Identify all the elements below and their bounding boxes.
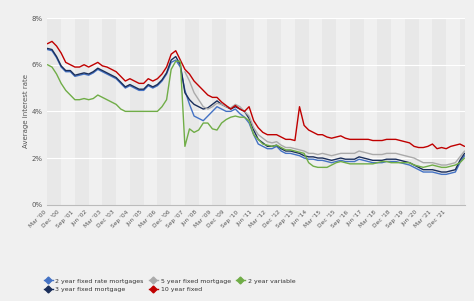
2 year fixed rate mortgages xyxy=(45,48,50,51)
2 year variable xyxy=(379,160,385,163)
2 year variable xyxy=(173,59,179,63)
10 year fixed xyxy=(398,139,403,142)
3 year fixed mortgage xyxy=(374,159,380,162)
Bar xyxy=(47,18,61,205)
2 year variable xyxy=(402,161,408,164)
2 year variable xyxy=(45,63,50,67)
Bar xyxy=(405,18,419,205)
Bar xyxy=(212,18,226,205)
2 year variable xyxy=(297,150,302,154)
3 year fixed mortgage xyxy=(379,159,385,162)
3 year fixed mortgage xyxy=(292,150,298,154)
Bar xyxy=(322,18,336,205)
5 year fixed mortgage xyxy=(462,149,467,153)
5 year fixed mortgage xyxy=(352,151,357,155)
Bar xyxy=(350,18,364,205)
Legend: 2 year fixed rate mortgages, 3 year fixed mortgage, 5 year fixed mortgage, 10 ye: 2 year fixed rate mortgages, 3 year fixe… xyxy=(41,276,298,295)
2 year fixed rate mortgages xyxy=(370,161,376,164)
10 year fixed xyxy=(49,39,55,43)
2 year fixed rate mortgages xyxy=(292,153,298,156)
2 year fixed rate mortgages xyxy=(462,154,467,157)
Line: 2 year fixed rate mortgages: 2 year fixed rate mortgages xyxy=(47,50,465,174)
5 year fixed mortgage xyxy=(393,151,399,155)
Bar xyxy=(157,18,171,205)
2 year fixed rate mortgages xyxy=(374,161,380,164)
Bar xyxy=(185,18,199,205)
Bar xyxy=(130,18,144,205)
2 year variable xyxy=(388,161,394,164)
Bar xyxy=(267,18,281,205)
5 year fixed mortgage xyxy=(292,147,298,150)
3 year fixed mortgage xyxy=(439,170,445,174)
Bar xyxy=(75,18,89,205)
10 year fixed xyxy=(374,139,380,142)
5 year fixed mortgage xyxy=(379,153,385,156)
Bar xyxy=(240,18,254,205)
5 year fixed mortgage xyxy=(374,153,380,156)
3 year fixed mortgage xyxy=(462,151,467,155)
3 year fixed mortgage xyxy=(352,157,357,161)
2 year fixed rate mortgages xyxy=(439,172,445,176)
10 year fixed xyxy=(462,144,467,148)
3 year fixed mortgage xyxy=(393,157,399,161)
Line: 10 year fixed: 10 year fixed xyxy=(47,41,465,149)
Bar xyxy=(377,18,391,205)
Line: 2 year variable: 2 year variable xyxy=(47,61,465,167)
2 year fixed rate mortgages xyxy=(379,161,385,164)
Line: 3 year fixed mortgage: 3 year fixed mortgage xyxy=(47,48,465,172)
10 year fixed xyxy=(379,139,385,142)
5 year fixed mortgage xyxy=(370,153,376,156)
2 year variable xyxy=(315,166,321,169)
10 year fixed xyxy=(384,138,390,141)
Line: 5 year fixed mortgage: 5 year fixed mortgage xyxy=(185,72,465,165)
3 year fixed mortgage xyxy=(45,47,50,50)
2 year variable xyxy=(462,156,467,160)
2 year variable xyxy=(361,162,366,166)
10 year fixed xyxy=(297,105,302,108)
Bar xyxy=(102,18,116,205)
Bar xyxy=(432,18,446,205)
Y-axis label: Average interest rate: Average interest rate xyxy=(23,74,28,148)
10 year fixed xyxy=(356,138,362,141)
2 year fixed rate mortgages xyxy=(352,160,357,163)
10 year fixed xyxy=(45,42,50,45)
2 year fixed rate mortgages xyxy=(393,160,399,163)
Bar xyxy=(460,18,465,205)
2 year variable xyxy=(384,160,390,163)
3 year fixed mortgage xyxy=(370,159,376,162)
Bar xyxy=(295,18,309,205)
10 year fixed xyxy=(434,147,440,150)
